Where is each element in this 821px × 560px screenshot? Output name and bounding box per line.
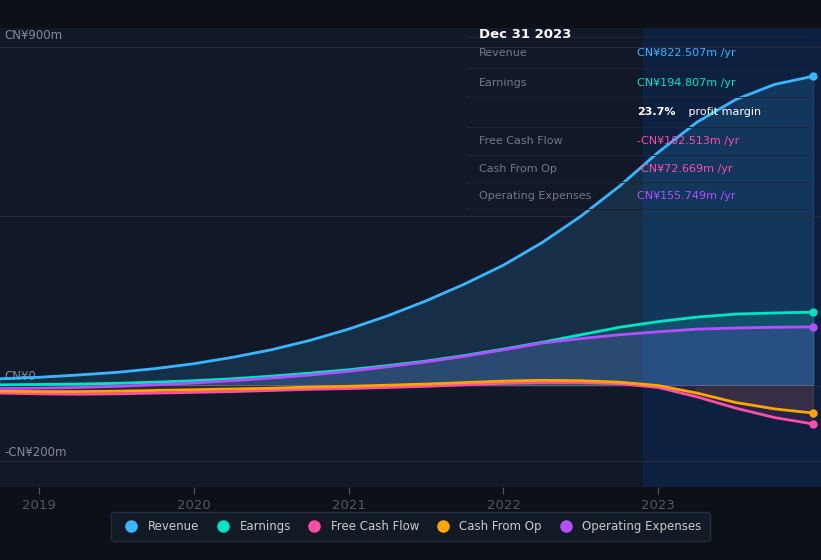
Text: CN¥155.749m /yr: CN¥155.749m /yr [637,191,736,201]
Text: Earnings: Earnings [479,78,528,87]
Text: Operating Expenses: Operating Expenses [479,191,592,201]
Text: Free Cash Flow: Free Cash Flow [479,137,563,146]
Bar [643,28,821,487]
Text: -CN¥200m: -CN¥200m [4,446,67,459]
Text: 23.7%: 23.7% [637,107,676,117]
Text: profit margin: profit margin [686,107,761,117]
Text: -CN¥102.513m /yr: -CN¥102.513m /yr [637,137,740,146]
Text: Revenue: Revenue [479,48,528,58]
Text: CN¥0: CN¥0 [4,370,36,383]
Text: -CN¥72.669m /yr: -CN¥72.669m /yr [637,164,732,174]
Text: Dec 31 2023: Dec 31 2023 [479,28,571,41]
Text: CN¥900m: CN¥900m [4,29,62,42]
Legend: Revenue, Earnings, Free Cash Flow, Cash From Op, Operating Expenses: Revenue, Earnings, Free Cash Flow, Cash … [112,512,709,541]
Text: CN¥822.507m /yr: CN¥822.507m /yr [637,48,736,58]
Text: CN¥194.807m /yr: CN¥194.807m /yr [637,78,736,87]
Text: Cash From Op: Cash From Op [479,164,557,174]
